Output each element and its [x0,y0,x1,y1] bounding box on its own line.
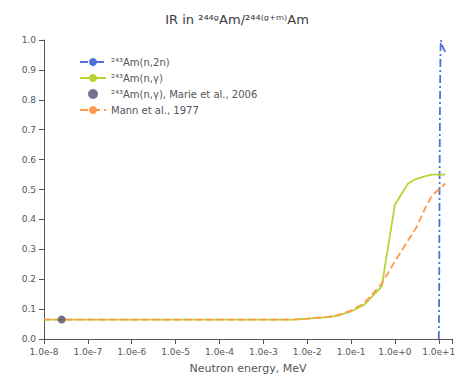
svg-text:1.0e-8: 1.0e-8 [30,347,59,357]
svg-text:1.0e-6: 1.0e-6 [117,347,146,357]
svg-text:1.0e-3: 1.0e-3 [249,347,278,357]
svg-text:²⁴³Am(n,γ): ²⁴³Am(n,γ) [111,73,163,84]
svg-text:IR in ²⁴⁴ᵍAm/²⁴⁴⁽ᵍ⁺ᵐ⁾Am: IR in ²⁴⁴ᵍAm/²⁴⁴⁽ᵍ⁺ᵐ⁾Am [165,12,309,27]
svg-text:0.9: 0.9 [22,65,37,75]
svg-text:1.0: 1.0 [22,35,37,45]
svg-text:²⁴³Am(n,2n): ²⁴³Am(n,2n) [111,57,170,68]
svg-text:0.1: 0.1 [22,304,36,314]
svg-text:0.5: 0.5 [22,185,36,195]
svg-text:0.6: 0.6 [22,155,37,165]
svg-text:0.3: 0.3 [22,244,36,254]
svg-text:0.2: 0.2 [22,274,36,284]
svg-text:1.0e-1: 1.0e-1 [337,347,366,357]
svg-text:0.0: 0.0 [22,334,37,344]
svg-text:0.4: 0.4 [22,214,37,224]
svg-text:1.0e-7: 1.0e-7 [73,347,102,357]
svg-text:Mann et al., 1977: Mann et al., 1977 [111,105,199,116]
svg-text:1.0e-5: 1.0e-5 [161,347,190,357]
svg-text:1.0e-2: 1.0e-2 [293,347,322,357]
svg-text:1.0e-4: 1.0e-4 [205,347,234,357]
svg-text:0.7: 0.7 [22,125,36,135]
svg-text:Neutron energy, MeV: Neutron energy, MeV [190,362,307,375]
svg-text:0.8: 0.8 [22,95,37,105]
svg-text:²⁴³Am(n,γ), Marie et al., 2006: ²⁴³Am(n,γ), Marie et al., 2006 [111,89,257,100]
svg-text:1.0e+0: 1.0e+0 [378,347,411,357]
svg-text:1.0e+1: 1.0e+1 [422,347,455,357]
